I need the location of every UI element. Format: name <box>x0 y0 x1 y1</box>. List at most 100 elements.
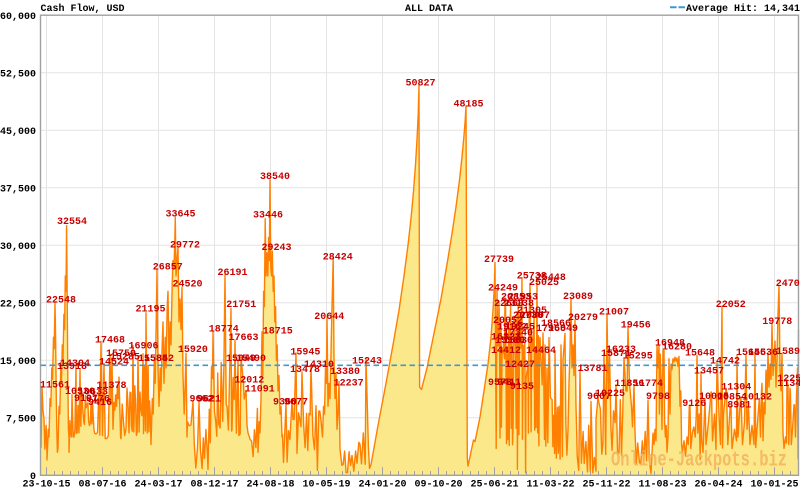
svg-text:Cash Flow, USD: Cash Flow, USD <box>41 3 125 15</box>
svg-text:26857: 26857 <box>153 263 183 274</box>
svg-text:Online-Jackpots.biz: Online-Jackpots.biz <box>611 450 787 473</box>
svg-text:17663: 17663 <box>229 333 259 344</box>
svg-text:18715: 18715 <box>263 327 293 338</box>
svg-text:25448: 25448 <box>536 273 566 284</box>
svg-text:15871: 15871 <box>601 349 631 360</box>
svg-text:13457: 13457 <box>694 367 724 378</box>
svg-text:11774: 11774 <box>633 379 663 390</box>
svg-text:20644: 20644 <box>314 312 344 323</box>
svg-text:15842: 15842 <box>144 354 174 365</box>
svg-text:15049: 15049 <box>226 354 256 365</box>
svg-text:22,500: 22,500 <box>0 300 36 311</box>
svg-text:11341: 11341 <box>777 379 800 390</box>
svg-text:08-12-17: 08-12-17 <box>190 480 238 490</box>
svg-text:14310: 14310 <box>304 360 334 371</box>
svg-text:16323: 16323 <box>491 333 521 344</box>
svg-text:11561: 11561 <box>40 381 70 392</box>
svg-text:8981: 8981 <box>727 401 751 412</box>
svg-text:7,500: 7,500 <box>6 415 36 426</box>
svg-text:28424: 28424 <box>323 253 353 264</box>
svg-text:Average Hit: 14,341: Average Hit: 14,341 <box>686 3 800 15</box>
svg-text:16233: 16233 <box>606 345 636 356</box>
svg-text:48185: 48185 <box>454 100 484 111</box>
svg-text:24-08-18: 24-08-18 <box>246 480 294 490</box>
svg-text:21007: 21007 <box>599 308 629 319</box>
svg-text:15830: 15830 <box>503 336 533 347</box>
svg-text:9126: 9126 <box>682 399 706 410</box>
svg-text:33446: 33446 <box>253 211 283 222</box>
svg-text:9411: 9411 <box>497 378 521 389</box>
svg-text:21305: 21305 <box>517 306 547 317</box>
svg-text:19162: 19162 <box>497 323 527 334</box>
svg-text:24-03-17: 24-03-17 <box>134 480 182 490</box>
svg-text:19245: 19245 <box>505 323 535 334</box>
svg-text:12255: 12255 <box>777 374 800 385</box>
svg-text:22052: 22052 <box>716 300 746 311</box>
svg-text:18774: 18774 <box>209 325 239 336</box>
svg-text:15,000: 15,000 <box>0 357 36 368</box>
svg-text:24520: 24520 <box>173 280 203 291</box>
svg-text:21953: 21953 <box>508 293 538 304</box>
svg-text:24-01-20: 24-01-20 <box>358 480 406 490</box>
svg-text:20279: 20279 <box>568 313 598 324</box>
svg-text:17955: 17955 <box>536 324 566 335</box>
svg-text:14412: 14412 <box>491 346 521 357</box>
svg-text:14464: 14464 <box>526 346 556 357</box>
svg-text:38540: 38540 <box>260 172 290 183</box>
svg-text:9621: 9621 <box>197 395 221 406</box>
svg-text:9607: 9607 <box>587 392 611 403</box>
svg-text:25-11-22: 25-11-22 <box>582 480 630 490</box>
svg-text:20853: 20853 <box>501 293 531 304</box>
svg-text:10-05-19: 10-05-19 <box>302 480 350 490</box>
svg-text:10-01-25: 10-01-25 <box>750 480 798 490</box>
svg-text:12012: 12012 <box>234 376 264 387</box>
svg-text:12427: 12427 <box>505 360 535 371</box>
svg-text:9798: 9798 <box>646 392 670 403</box>
svg-text:15490: 15490 <box>236 354 266 365</box>
svg-text:14524: 14524 <box>99 358 129 369</box>
svg-text:11-08-23: 11-08-23 <box>638 480 686 490</box>
svg-text:12237: 12237 <box>334 378 364 389</box>
svg-text:17340: 17340 <box>503 329 533 340</box>
svg-text:45,000: 45,000 <box>0 127 36 138</box>
svg-text:33645: 33645 <box>166 210 196 221</box>
svg-text:20730: 20730 <box>513 311 543 322</box>
svg-text:14742: 14742 <box>710 357 740 368</box>
svg-text:16280: 16280 <box>662 343 692 354</box>
svg-text:14304: 14304 <box>60 359 90 370</box>
svg-text:13478: 13478 <box>290 365 320 376</box>
svg-text:10005: 10005 <box>699 392 729 403</box>
svg-text:16049: 16049 <box>548 324 578 335</box>
svg-text:26191: 26191 <box>218 268 248 279</box>
svg-text:9578: 9578 <box>488 378 512 389</box>
svg-text:21195: 21195 <box>136 305 166 316</box>
svg-text:23-10-15: 23-10-15 <box>22 480 70 490</box>
svg-text:15285: 15285 <box>110 353 140 364</box>
svg-text:17468: 17468 <box>95 336 125 347</box>
svg-text:19778: 19778 <box>762 317 792 328</box>
svg-text:11091: 11091 <box>245 384 275 395</box>
svg-text:21751: 21751 <box>226 300 256 311</box>
svg-text:52,500: 52,500 <box>0 70 36 81</box>
svg-text:15645: 15645 <box>736 348 766 359</box>
svg-text:13781: 13781 <box>578 364 608 375</box>
svg-text:23138: 23138 <box>504 299 534 310</box>
svg-text:09-10-20: 09-10-20 <box>414 480 462 490</box>
svg-text:15636: 15636 <box>748 348 778 359</box>
svg-text:20807: 20807 <box>520 311 550 322</box>
svg-text:15980: 15980 <box>495 336 525 347</box>
svg-text:10530: 10530 <box>65 387 95 398</box>
svg-text:24703: 24703 <box>776 279 800 290</box>
svg-text:23089: 23089 <box>563 292 593 303</box>
svg-text:18566: 18566 <box>541 319 571 330</box>
svg-text:25-06-21: 25-06-21 <box>470 480 518 490</box>
svg-text:25738: 25738 <box>517 272 547 283</box>
svg-text:22548: 22548 <box>46 296 76 307</box>
svg-text:13918: 13918 <box>57 362 87 373</box>
svg-text:9677: 9677 <box>284 398 308 409</box>
svg-text:27739: 27739 <box>484 255 514 266</box>
svg-text:11856: 11856 <box>614 379 644 390</box>
svg-text:15243: 15243 <box>352 357 382 368</box>
svg-text:ALL DATA: ALL DATA <box>405 4 453 15</box>
svg-text:22669: 22669 <box>494 299 524 310</box>
